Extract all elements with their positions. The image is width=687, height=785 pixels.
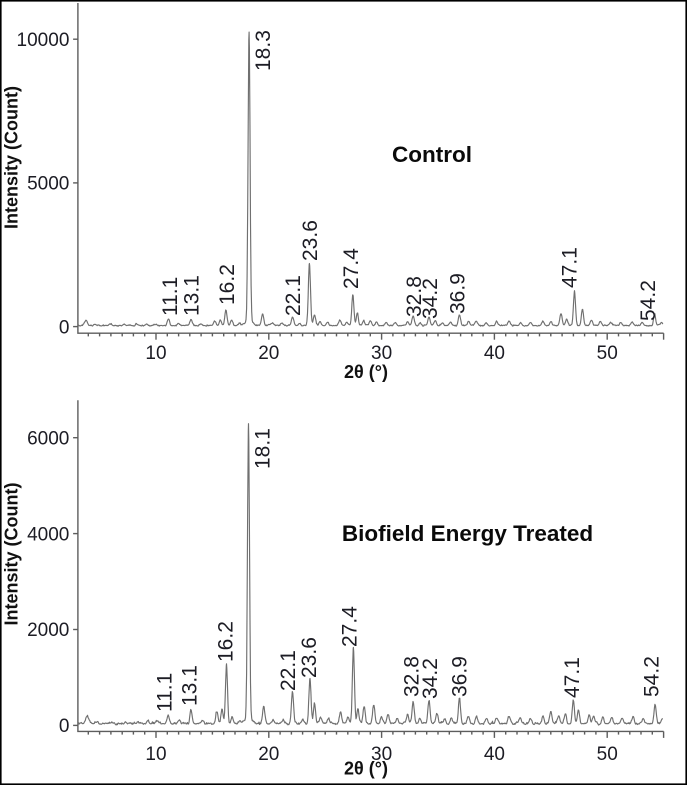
svg-text:11.1: 11.1 — [154, 673, 177, 712]
svg-text:18.1: 18.1 — [252, 428, 275, 469]
svg-text:30: 30 — [371, 744, 392, 765]
svg-text:34.2: 34.2 — [419, 278, 442, 319]
svg-text:36.9: 36.9 — [449, 656, 472, 697]
svg-text:0: 0 — [59, 317, 70, 338]
svg-text:16.2: 16.2 — [215, 621, 238, 662]
svg-text:11.1: 11.1 — [159, 277, 182, 316]
svg-text:4000: 4000 — [27, 524, 69, 545]
svg-text:20: 20 — [258, 343, 279, 364]
svg-text:23.6: 23.6 — [298, 637, 321, 678]
svg-text:2000: 2000 — [27, 620, 69, 641]
svg-text:50: 50 — [597, 343, 618, 364]
svg-text:16.2: 16.2 — [216, 264, 239, 305]
svg-text:54.2: 54.2 — [637, 280, 660, 321]
svg-text:32.8: 32.8 — [401, 656, 424, 697]
svg-text:0: 0 — [59, 716, 70, 737]
svg-text:5000: 5000 — [27, 174, 69, 195]
svg-text:30: 30 — [371, 343, 392, 364]
svg-text:Intensity (Count): Intensity (Count) — [2, 86, 22, 229]
svg-text:27.4: 27.4 — [340, 248, 363, 289]
svg-text:47.1: 47.1 — [559, 247, 582, 288]
svg-text:13.1: 13.1 — [181, 275, 204, 316]
svg-text:54.2: 54.2 — [641, 656, 664, 697]
svg-text:27.4: 27.4 — [339, 606, 362, 647]
svg-text:18.3: 18.3 — [252, 30, 275, 71]
svg-text:36.9: 36.9 — [447, 273, 470, 314]
svg-text:13.1: 13.1 — [179, 665, 202, 706]
svg-text:2θ (°): 2θ (°) — [344, 759, 388, 779]
svg-text:34.2: 34.2 — [419, 658, 442, 699]
svg-text:22.1: 22.1 — [277, 650, 300, 691]
svg-text:47.1: 47.1 — [561, 657, 584, 698]
svg-text:20: 20 — [258, 744, 279, 765]
svg-text:2θ (°): 2θ (°) — [344, 362, 388, 382]
svg-text:50: 50 — [597, 744, 618, 765]
svg-text:22.1: 22.1 — [282, 275, 305, 316]
svg-text:23.6: 23.6 — [299, 220, 322, 261]
svg-text:6000: 6000 — [27, 428, 69, 449]
svg-text:40: 40 — [484, 343, 505, 364]
svg-text:Intensity (Count): Intensity (Count) — [2, 483, 22, 626]
svg-text:Control: Control — [392, 142, 472, 167]
svg-text:10000: 10000 — [17, 30, 70, 51]
svg-text:32.8: 32.8 — [403, 276, 426, 317]
svg-text:10: 10 — [145, 744, 166, 765]
svg-text:10: 10 — [145, 343, 166, 364]
svg-text:Biofield Energy Treated: Biofield Energy Treated — [342, 521, 593, 546]
svg-text:40: 40 — [484, 744, 505, 765]
